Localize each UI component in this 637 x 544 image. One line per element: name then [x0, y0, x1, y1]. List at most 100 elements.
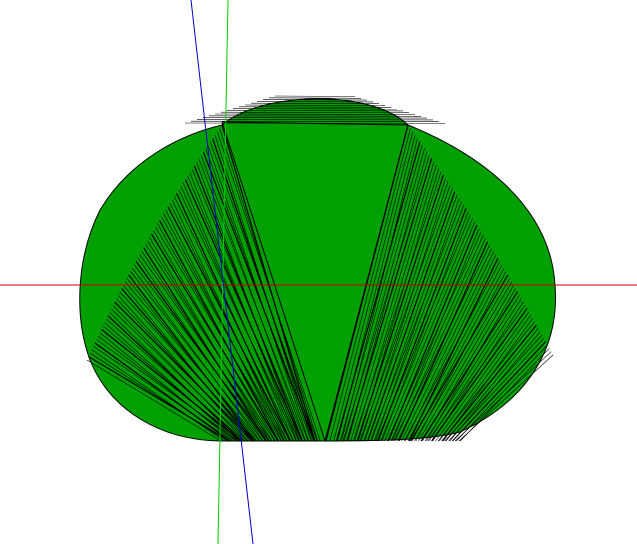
mesh-edge [356, 174, 444, 442]
mesh-edge [208, 115, 422, 117]
mesh-edge [262, 99, 368, 101]
mesh-edge [94, 342, 231, 442]
mesh-edge [439, 314, 532, 442]
mesh-edge [244, 104, 386, 106]
mesh-edge [98, 335, 236, 442]
mesh-edge [363, 188, 453, 442]
mesh-edge [174, 196, 294, 442]
mesh-edge [200, 155, 306, 442]
mesh-edge [101, 328, 242, 442]
mesh-edge [165, 210, 282, 442]
mesh-edge [403, 261, 501, 442]
mesh-edge [191, 169, 306, 442]
mesh-edge [171, 199, 285, 442]
mesh-edge [410, 274, 509, 442]
mesh-edge [373, 204, 465, 442]
mesh-edge [132, 267, 261, 442]
mesh-edge [407, 264, 503, 442]
mesh-edge [193, 165, 304, 442]
mesh-edge [268, 97, 362, 99]
mesh-edge [452, 341, 547, 442]
mesh-edge [420, 291, 519, 442]
mesh-edge [133, 264, 269, 442]
mesh-edge [109, 312, 240, 442]
mesh-wireframe [86, 95, 554, 442]
mesh-edge [376, 214, 471, 442]
mesh-edge [212, 138, 316, 442]
mesh-edge [210, 141, 318, 442]
mesh-edge [456, 344, 548, 442]
mesh-edge [149, 237, 270, 442]
mesh-edge [102, 325, 239, 442]
z-axis-line [190, 0, 254, 544]
mesh-edge [93, 346, 233, 442]
mesh-edge [117, 295, 249, 442]
mesh-edge [126, 278, 258, 442]
mesh-edge [418, 281, 513, 442]
mesh-edge [176, 192, 292, 442]
mesh-edge [444, 334, 543, 442]
mesh-edge [414, 278, 511, 442]
mesh-edge [333, 131, 414, 442]
mesh-edge [184, 179, 303, 442]
mesh-edge [220, 111, 410, 113]
mesh-edge [111, 308, 248, 442]
mesh-edge [380, 218, 473, 442]
mesh-edge [157, 223, 282, 442]
mesh-edge [238, 106, 392, 108]
mesh-edge [178, 189, 300, 442]
mesh-edge [350, 161, 435, 442]
mesh-edge [96, 339, 239, 442]
mesh-edge [104, 322, 237, 442]
mesh-edge [153, 230, 276, 442]
mesh-edge [401, 251, 495, 442]
mesh-edge [189, 172, 298, 442]
mesh-edge [107, 315, 243, 442]
mesh-edge [190, 120, 440, 122]
mesh-edge [202, 117, 428, 119]
mesh-edge [435, 311, 530, 442]
mesh-edge [221, 124, 316, 442]
mesh-edge [145, 244, 276, 442]
mesh-edge [221, 121, 326, 442]
mesh-edge [390, 234, 484, 442]
mesh-edge [454, 351, 552, 442]
mesh-edge [370, 201, 462, 442]
mesh-edge [180, 186, 297, 442]
mesh-edge [335, 141, 421, 442]
mesh-edge [128, 274, 255, 442]
y-axis-line [217, 0, 229, 544]
mesh-edge [124, 281, 260, 442]
mesh-edge [441, 324, 537, 442]
mesh-edge [359, 184, 451, 442]
mesh-edge [226, 110, 404, 112]
mesh-edge [431, 307, 528, 442]
mesh-edge [161, 216, 288, 442]
mesh-edge [135, 260, 267, 442]
mesh-edge [367, 191, 456, 442]
mesh-edge [232, 108, 398, 110]
mesh-edge [123, 284, 252, 442]
mesh-edge [119, 291, 257, 442]
mesh-edge [428, 298, 522, 442]
mesh-edge [121, 288, 255, 442]
mesh-edge [163, 213, 285, 442]
mesh-edge [353, 171, 442, 442]
mesh-edge [114, 301, 254, 442]
mesh-edge [184, 122, 446, 124]
mesh-edge [202, 152, 315, 442]
mesh-edge [143, 247, 267, 442]
mesh-edge [342, 154, 430, 442]
mesh-edge [458, 354, 554, 442]
mesh-edge [397, 248, 492, 442]
mesh-edge [112, 305, 246, 442]
mesh-edge [141, 250, 270, 442]
mesh-edge [116, 298, 252, 442]
mesh-edge [86, 359, 222, 442]
mesh-edge [167, 206, 291, 442]
mesh-edge [346, 158, 433, 442]
mesh-edge [99, 332, 234, 442]
mesh-edge [384, 221, 476, 442]
mesh-edge [250, 102, 380, 104]
